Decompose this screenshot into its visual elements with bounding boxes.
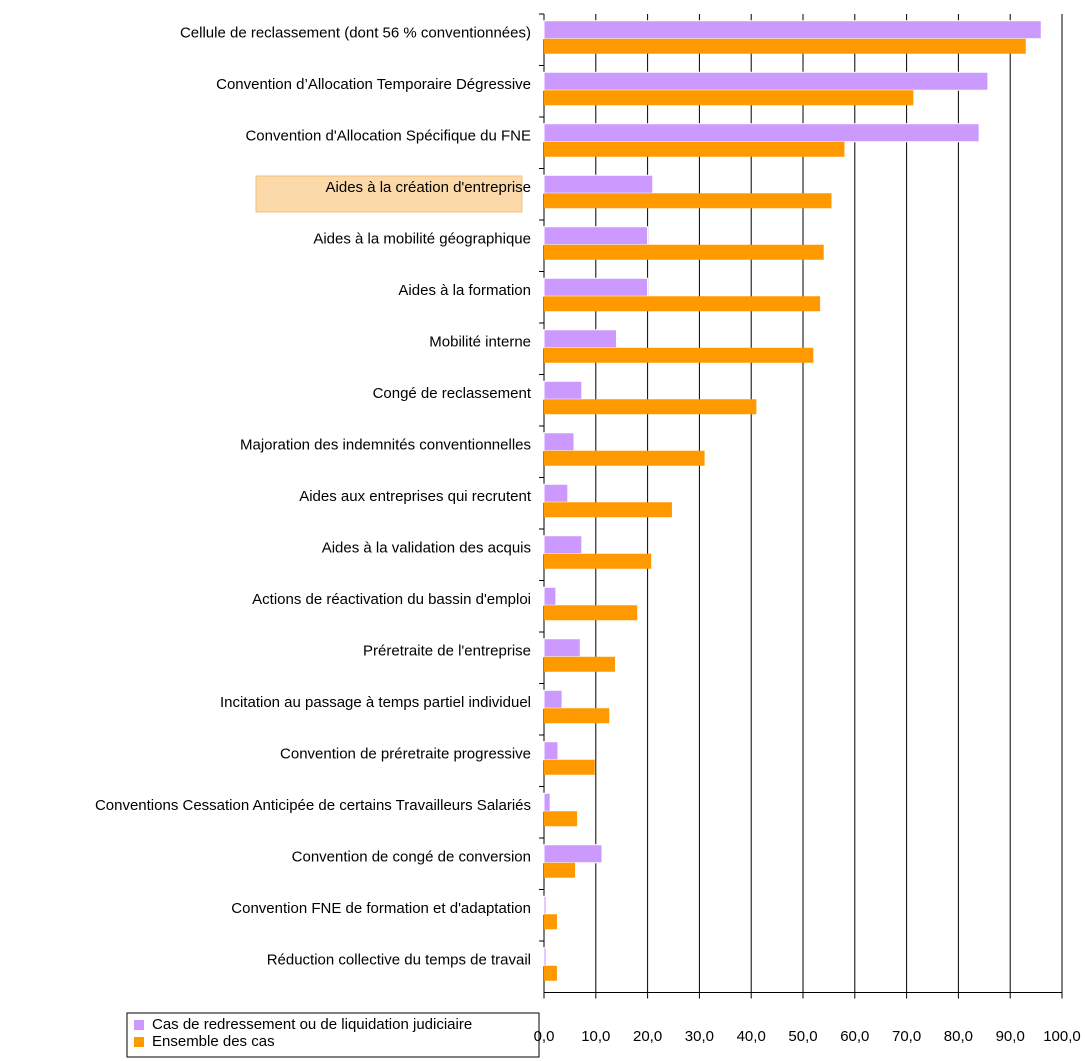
- y-tick-label: Conventions Cessation Anticipée de certa…: [95, 797, 531, 814]
- bar: [543, 483, 569, 503]
- legend-swatch: [134, 1037, 144, 1047]
- bar: [543, 329, 618, 349]
- legend-label: Cas de redressement ou de liquidation ju…: [152, 1016, 472, 1033]
- x-tick-label: 40,0: [737, 1028, 766, 1045]
- bar: [543, 947, 547, 967]
- bar: [543, 535, 583, 555]
- bar: [543, 123, 980, 143]
- x-tick-label: 70,0: [892, 1028, 921, 1045]
- y-tick-label: Majoration des indemnités conventionnell…: [240, 437, 531, 454]
- highlight: [255, 175, 523, 213]
- bar: [543, 226, 649, 246]
- bar: [544, 708, 610, 724]
- bar: [544, 399, 757, 415]
- bar: [543, 174, 654, 194]
- bar: [544, 502, 672, 518]
- bar: [543, 844, 603, 864]
- x-tick-label: 10,0: [581, 1028, 610, 1045]
- y-tick-label: Actions de réactivation du bassin d'empl…: [252, 591, 531, 608]
- bar: [544, 347, 814, 363]
- bar: [543, 792, 551, 812]
- y-tick-label: Aides à la création d'entreprise: [326, 179, 531, 196]
- bar: [544, 811, 578, 827]
- bar: [544, 656, 615, 672]
- bar: [544, 759, 595, 775]
- y-tick-label: Convention de préretraite progressive: [280, 746, 531, 763]
- y-tick-label: Aides aux entreprises qui recrutent: [299, 488, 532, 505]
- bar: [544, 90, 914, 106]
- bar: [543, 20, 1042, 40]
- x-tick-label: 90,0: [996, 1028, 1025, 1045]
- y-tick-label: Convention d'Allocation Spécifique du FN…: [245, 128, 531, 145]
- bar: [543, 689, 563, 709]
- x-tick-label: 100,0: [1043, 1028, 1081, 1045]
- bar: [544, 141, 845, 157]
- y-tick-label: Préretraite de l'entreprise: [363, 643, 531, 660]
- bar: [543, 741, 559, 761]
- bar: [544, 965, 557, 981]
- bar: [544, 38, 1026, 54]
- x-tick-label: 0,0: [534, 1028, 555, 1045]
- x-tick-label: 20,0: [633, 1028, 662, 1045]
- bar: [544, 605, 638, 621]
- y-tick-label: Cellule de reclassement (dont 56 % conve…: [180, 25, 531, 42]
- bar: [544, 193, 832, 209]
- y-tick-label: Congé de reclassement: [373, 385, 532, 402]
- y-tick-label: Aides à la mobilité géographique: [313, 231, 531, 248]
- legend-box: [126, 1012, 540, 1058]
- bar: [543, 71, 989, 91]
- bar: [543, 277, 649, 297]
- y-tick-label: Aides à la validation des acquis: [322, 540, 531, 557]
- bar: [544, 296, 821, 312]
- y-tick-label: Réduction collective du temps de travail: [267, 952, 531, 969]
- y-tick-label: Convention d’Allocation Temporaire Dégre…: [216, 76, 531, 93]
- bar: [543, 586, 557, 606]
- bar: [543, 432, 575, 452]
- x-tick-label: 50,0: [788, 1028, 817, 1045]
- y-tick-label: Convention FNE de formation et d'adaptat…: [231, 900, 531, 917]
- bar: [544, 553, 652, 569]
- y-tick-label: Convention de congé de conversion: [292, 849, 531, 866]
- x-tick-label: 80,0: [944, 1028, 973, 1045]
- legend-swatch: [134, 1020, 144, 1030]
- legend-label: Ensemble des cas: [152, 1033, 275, 1050]
- y-tick-label: Incitation au passage à temps partiel in…: [220, 694, 531, 711]
- bar: [543, 895, 547, 915]
- bar: [544, 914, 557, 930]
- bar: [543, 638, 581, 658]
- x-tick-label: 30,0: [685, 1028, 714, 1045]
- bar: [544, 244, 824, 260]
- bar: [544, 862, 576, 878]
- x-tick-label: 60,0: [840, 1028, 869, 1045]
- bar: [543, 380, 583, 400]
- y-tick-label: Mobilité interne: [429, 334, 531, 351]
- bar: [544, 450, 705, 466]
- y-tick-label: Aides à la formation: [398, 282, 531, 299]
